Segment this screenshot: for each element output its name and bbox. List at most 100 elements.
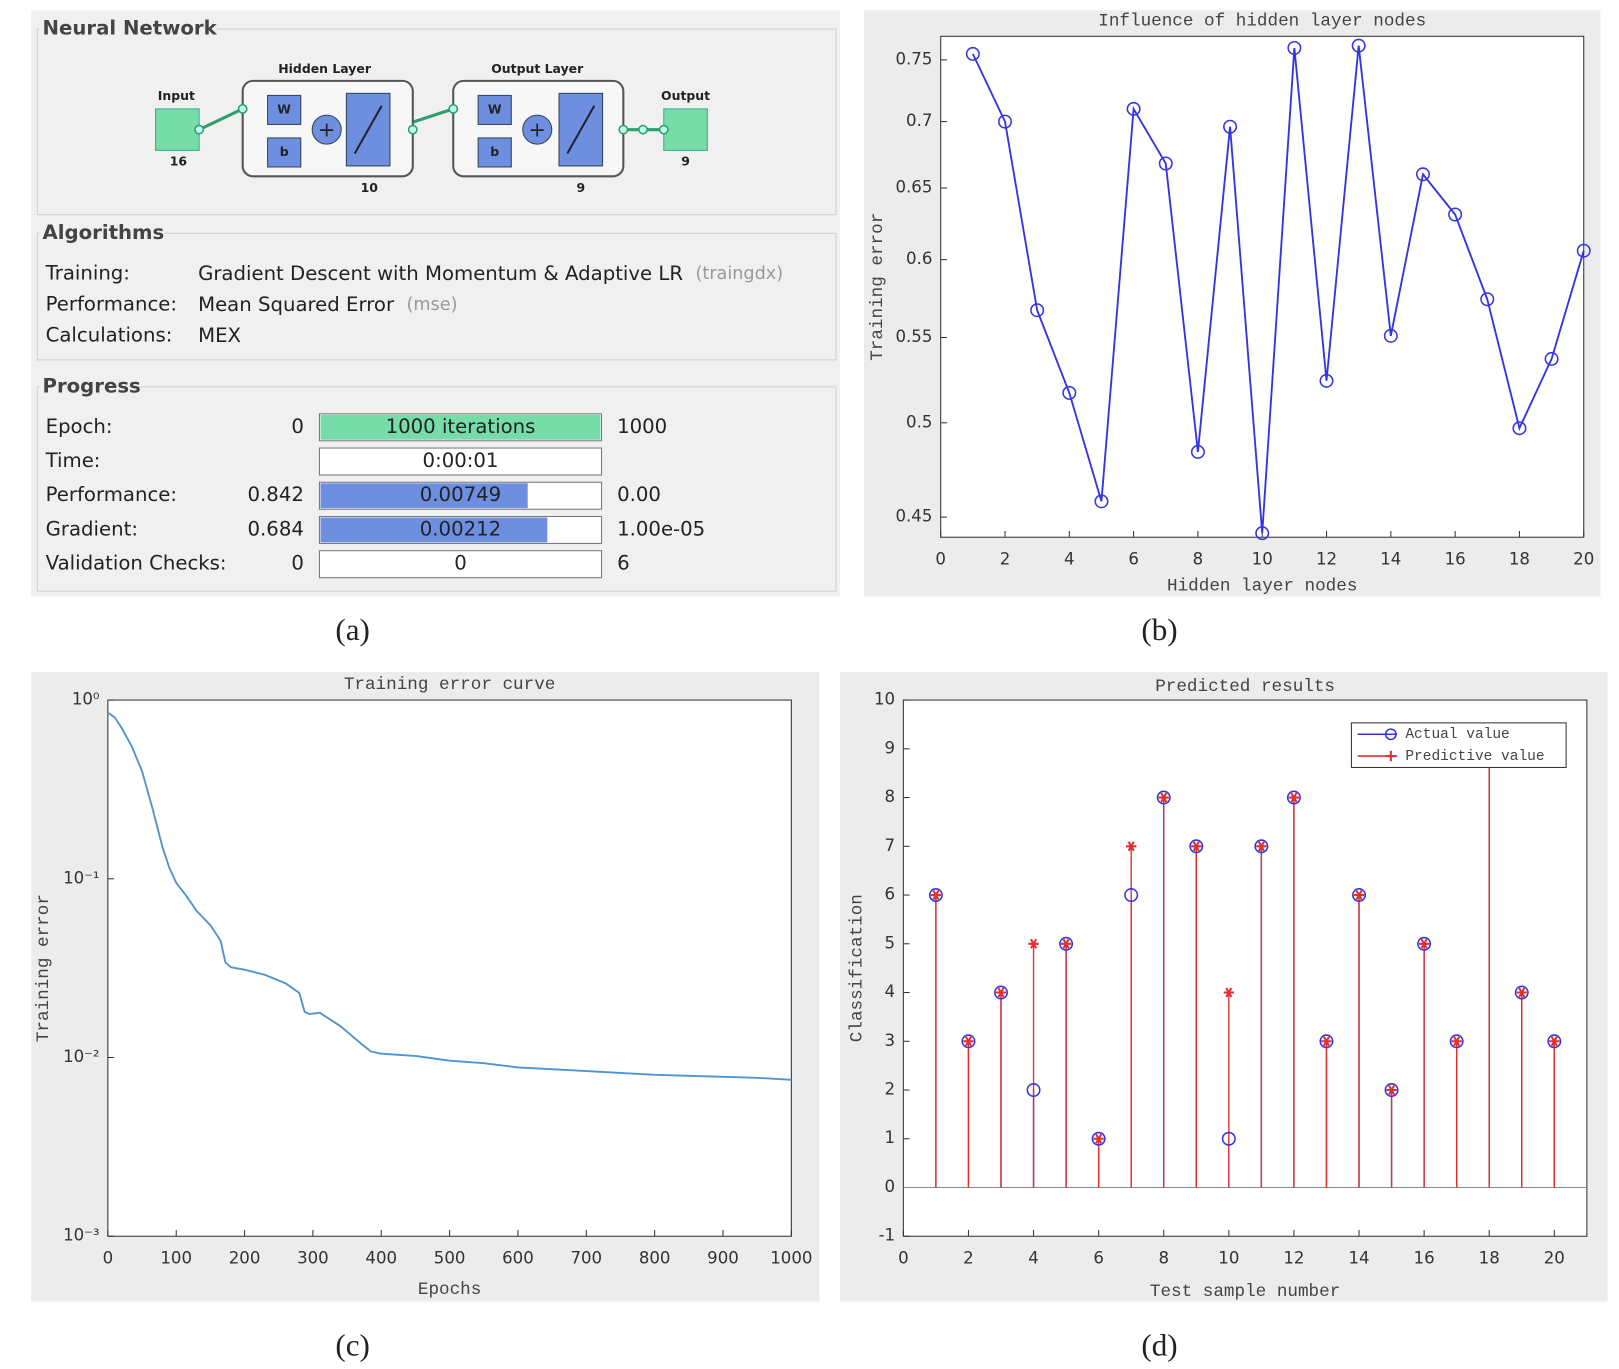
x-axis-label: Hidden layer nodes [1167, 577, 1357, 597]
x-tick-label: 2 [1000, 550, 1011, 569]
legend-marker [1385, 750, 1397, 762]
row-end: 1000 [617, 415, 667, 438]
x-tick-label: 200 [229, 1249, 261, 1268]
weight-label: W [488, 101, 502, 116]
plot-area [107, 699, 792, 1237]
row-end: 0.00 [617, 483, 661, 506]
marker [1512, 421, 1527, 436]
sum-node [522, 114, 553, 145]
marker [1286, 790, 1301, 805]
title-bg [39, 16, 216, 42]
marker [1321, 1036, 1332, 1047]
port [237, 103, 248, 114]
x-tick-label: 12 [1316, 550, 1337, 569]
row-end: 6 [617, 552, 630, 575]
row-end: 1.00e-05 [617, 517, 705, 540]
x-tick-label: 4 [1028, 1249, 1039, 1268]
caption: (c) [335, 1327, 370, 1362]
port [658, 124, 669, 135]
y-tick-label: 0 [885, 1177, 896, 1196]
weight-box [267, 94, 302, 125]
port [407, 124, 418, 135]
weight-box [477, 94, 512, 125]
value-text: Gradient Descent with Momentum & Adaptiv… [198, 261, 683, 284]
marker [1386, 1084, 1397, 1096]
x-tick-label: 4 [1064, 550, 1075, 569]
row-label: Validation Checks: [46, 552, 227, 575]
x-tick-label: 2 [963, 1249, 974, 1268]
chart-title: Influence of hidden layer nodes [1098, 11, 1426, 31]
x-tick-label: 14 [1380, 550, 1401, 569]
marker [1223, 119, 1238, 134]
y-tick-label: 10⁻³ [63, 1226, 100, 1245]
marker [1030, 303, 1045, 318]
marker [1221, 1131, 1236, 1146]
plus-sign: + [318, 118, 335, 142]
row-start: 0.684 [248, 517, 304, 540]
row-start: 0 [291, 552, 304, 575]
y-axis-label: Training error [34, 894, 54, 1042]
marker [1124, 888, 1139, 903]
row-start: 0.842 [248, 483, 304, 506]
row-value: MEX [198, 324, 241, 347]
value-text: Mean Squared Error [198, 292, 395, 315]
row-label: Epoch: [46, 415, 113, 438]
bias-box [267, 137, 302, 168]
note-text: (traingdx) [696, 264, 784, 284]
y-tick-label: 9 [885, 738, 896, 757]
marker [998, 114, 1013, 129]
x-tick-label: 0 [935, 550, 946, 569]
group-title: Algorithms [43, 221, 165, 244]
marker [961, 1034, 976, 1049]
marker [1384, 1083, 1399, 1098]
y-tick-label: 10⁻¹ [63, 868, 100, 887]
y-tick-label: 8 [885, 787, 896, 806]
x-tick-label: 6 [1128, 550, 1139, 569]
marker [1415, 167, 1430, 182]
x-tick-label: 500 [434, 1249, 466, 1268]
marker [1059, 936, 1074, 951]
x-tick-label: 400 [365, 1249, 397, 1268]
title-bg [39, 374, 138, 400]
marker [1060, 938, 1072, 949]
marker [1026, 1083, 1041, 1098]
group-title: Neural Network [43, 17, 218, 40]
marker [1418, 938, 1430, 949]
marker [930, 890, 942, 901]
x-tick-label: 0 [898, 1249, 909, 1268]
y-tick-label: 0.55 [895, 327, 932, 346]
x-tick-label: 300 [297, 1249, 329, 1268]
marker [1417, 936, 1432, 951]
x-tick-label: 12 [1283, 1249, 1304, 1268]
x-tick-label: 16 [1445, 550, 1466, 569]
note-text: (mse) [406, 295, 457, 315]
row-label: Training: [45, 261, 130, 284]
marker [1191, 841, 1202, 852]
y-tick-label: 0.45 [895, 507, 932, 526]
row-label: Performance: [46, 483, 177, 506]
row-label: Calculations: [46, 324, 173, 347]
marker [1352, 888, 1367, 903]
marker [1544, 351, 1559, 366]
marker [1383, 328, 1398, 343]
x-tick-label: 600 [502, 1249, 534, 1268]
marker [1028, 938, 1039, 949]
plus-sign: + [529, 118, 546, 142]
plot-area [940, 35, 1585, 538]
data-line [107, 711, 792, 1081]
marker [1288, 792, 1300, 803]
progress-frame [318, 550, 603, 579]
marker [1189, 839, 1204, 854]
caption: (d) [1141, 1327, 1177, 1362]
marker [1451, 1036, 1462, 1047]
marker [1480, 292, 1495, 307]
y-tick-label: 5 [885, 933, 896, 952]
chart-title: Training error curve [344, 675, 556, 695]
x-tick-label: 6 [1093, 1249, 1104, 1268]
marker [1094, 494, 1109, 509]
y-tick-label: 10 [874, 690, 895, 709]
marker [994, 985, 1009, 1000]
marker [1319, 1034, 1334, 1049]
port [448, 103, 459, 114]
port [618, 124, 629, 135]
